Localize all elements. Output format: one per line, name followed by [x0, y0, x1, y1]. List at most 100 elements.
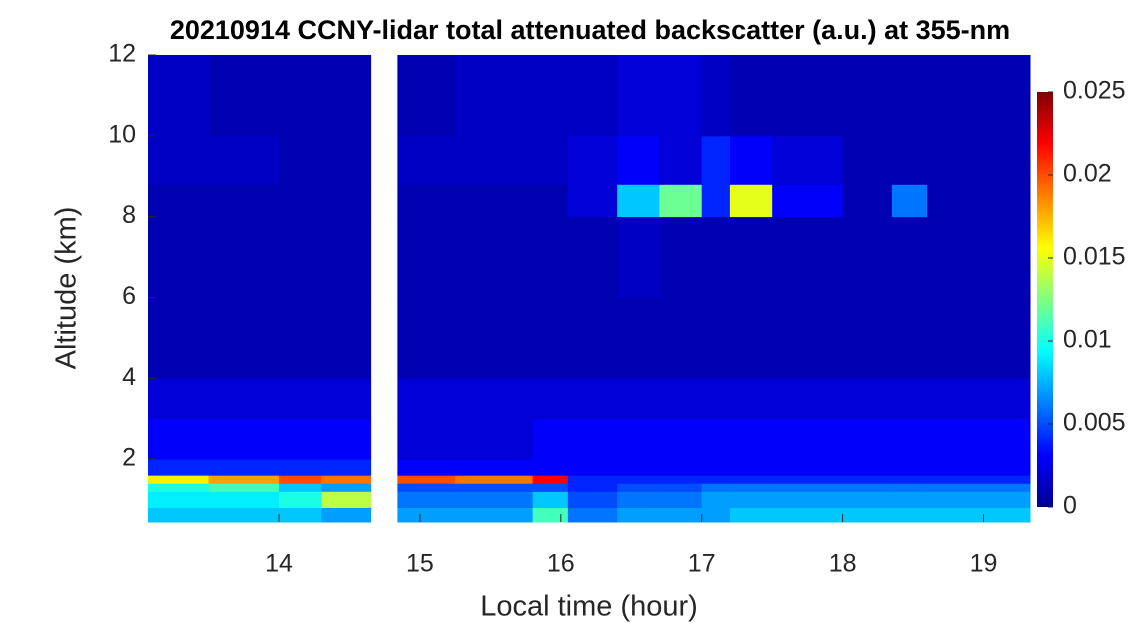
heatmap-cell: [891, 507, 928, 523]
colorbar-tick-label: 0.005: [1063, 409, 1126, 437]
heatmap-cell: [567, 297, 618, 379]
heatmap-cell: [772, 458, 844, 476]
heatmap-cell: [455, 458, 534, 476]
heatmap-cell: [397, 458, 456, 476]
heatmap-cell: [891, 378, 928, 420]
heatmap-cell: [701, 135, 731, 185]
heatmap-cell: [208, 418, 280, 460]
heatmap-cell: [842, 458, 893, 476]
heatmap-cell: [927, 418, 1031, 460]
heatmap-cell: [567, 475, 618, 484]
heatmap-cell: [617, 216, 660, 298]
heatmap-cell: [891, 297, 928, 379]
heatmap-cell: [455, 184, 534, 218]
heatmap-cell: [567, 135, 618, 185]
heatmap-cell: [617, 475, 660, 484]
heatmap-cell: [701, 491, 731, 508]
y-tick-label: 8: [122, 201, 136, 229]
x-tick-label: 14: [265, 550, 293, 578]
heatmap-cell: [567, 418, 618, 460]
heatmap-cell: [842, 135, 893, 185]
heatmap-cell: [279, 507, 322, 523]
heatmap-cell: [397, 491, 456, 508]
heatmap-cell: [567, 491, 618, 508]
heatmap-cell: [455, 507, 534, 523]
heatmap-cell: [208, 55, 280, 137]
heatmap-cell: [397, 184, 456, 218]
heatmap-cell: [772, 216, 844, 298]
heatmap-cell: [455, 418, 534, 460]
heatmap-cell: [148, 135, 210, 185]
heatmap-cell: [927, 483, 1031, 492]
heatmap-cell: [659, 55, 703, 137]
heatmap-cell: [701, 418, 731, 460]
x-tick-label: 18: [829, 550, 857, 578]
heatmap-cell: [891, 135, 928, 185]
heatmap-cell: [532, 458, 569, 476]
heatmap-cell: [927, 475, 1031, 484]
heatmap-cell: [927, 458, 1031, 476]
heatmap-cell: [891, 475, 928, 484]
colorbar-tick-label: 0: [1063, 492, 1077, 520]
heatmap-cell: [659, 458, 703, 476]
heatmap-cell: [532, 378, 569, 420]
colorbar-tick-label: 0.02: [1063, 160, 1112, 188]
heatmap-cell: [842, 184, 893, 218]
heatmap-cell: [455, 483, 534, 492]
heatmap-cell: [772, 297, 844, 379]
heatmap-cell: [729, 458, 773, 476]
heatmap-cell: [891, 184, 928, 218]
heatmap-cell: [148, 507, 210, 523]
heatmap-cell: [659, 475, 703, 484]
heatmap-cell: [208, 135, 280, 185]
heatmap-cell: [321, 216, 372, 298]
y-tick-label: 4: [122, 363, 136, 391]
heatmap-cell: [321, 135, 372, 185]
heatmap-cell: [891, 458, 928, 476]
x-tick-label: 17: [688, 550, 716, 578]
x-tick-label: 15: [406, 550, 434, 578]
heatmap-cell: [772, 483, 844, 492]
heatmap-cell: [279, 483, 322, 492]
heatmap-cell: [279, 418, 322, 460]
heatmap-cell: [701, 184, 731, 218]
heatmap-cell: [455, 297, 534, 379]
y-tick-label: 2: [122, 444, 136, 472]
heatmap-cell: [729, 378, 773, 420]
heatmap-cell: [455, 475, 534, 484]
heatmap-cell: [397, 135, 456, 185]
heatmap-cell: [397, 55, 456, 137]
heatmap-cell: [532, 507, 569, 523]
heatmap-cell: [701, 378, 731, 420]
heatmap-cell: [729, 475, 773, 484]
heatmap-cell: [617, 378, 660, 420]
chart-title: 20210914 CCNY-lidar total attenuated bac…: [170, 15, 1010, 45]
heatmap-cell: [532, 55, 569, 137]
heatmap-cell: [455, 55, 534, 137]
heatmap-cell: [148, 483, 210, 492]
heatmap-cell: [279, 475, 322, 484]
heatmap-cell: [321, 297, 372, 379]
heatmap-cell: [397, 507, 456, 523]
heatmap-cell: [729, 184, 773, 218]
colorbar: [1037, 92, 1053, 507]
y-axis-label: Altitude (km): [51, 207, 83, 370]
heatmap-cell: [148, 475, 210, 484]
heatmap-cell: [279, 458, 322, 476]
heatmap-cell: [208, 491, 280, 508]
heatmap-cell: [842, 475, 893, 484]
y-tick-label: 6: [122, 282, 136, 310]
heatmap-cell: [617, 55, 660, 137]
heatmap-cell: [455, 216, 534, 298]
heatmap-cell: [842, 418, 893, 460]
heatmap-cell: [208, 297, 280, 379]
heatmap-cell: [772, 55, 844, 137]
heatmap-cell: [532, 491, 569, 508]
heatmap-cell: [617, 483, 660, 492]
heatmap-cell: [148, 491, 210, 508]
heatmap-cell: [701, 297, 731, 379]
heatmap-cell: [532, 475, 569, 484]
heatmap-cell: [701, 458, 731, 476]
heatmap-cell: [208, 507, 280, 523]
